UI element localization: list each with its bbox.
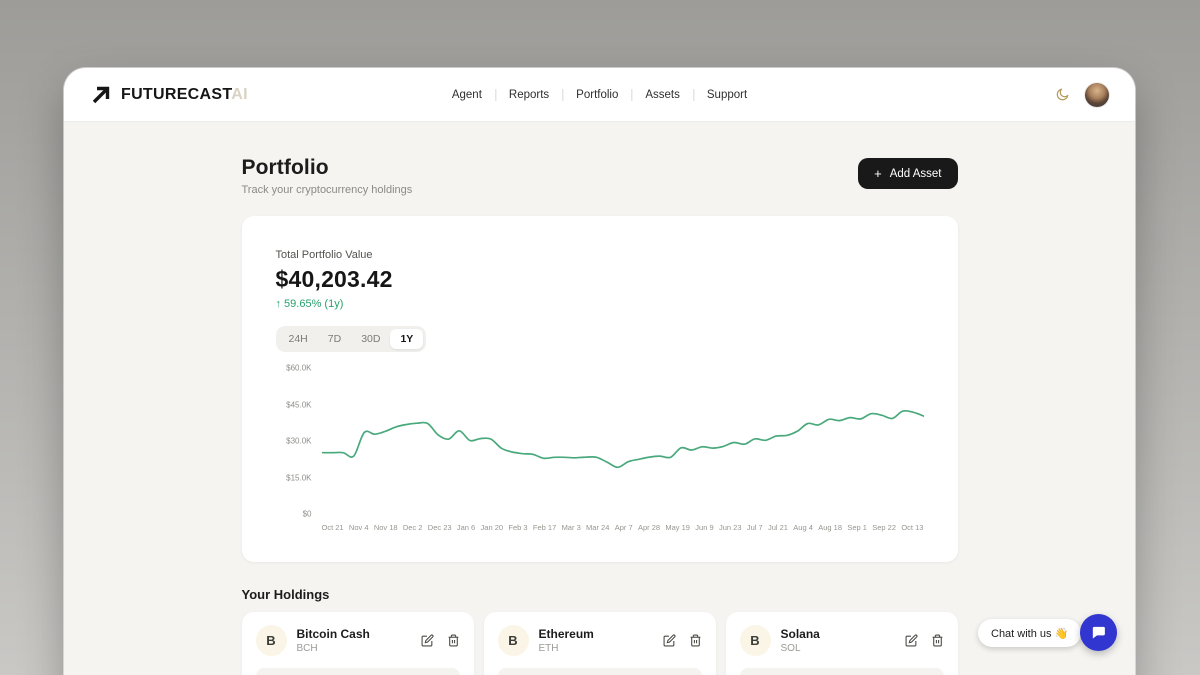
coin-symbol: BCH <box>296 643 318 654</box>
x-tick-label: Apr 28 <box>637 523 661 532</box>
nav-item-agent[interactable]: Agent <box>451 88 482 101</box>
ai-score-row: AI Score: -1 (Slightly Bearish) +4 <box>739 668 944 675</box>
edit-asset-button[interactable] <box>421 634 434 647</box>
x-tick-label: Sep 22 <box>872 523 897 532</box>
holding-card-bitcoin-cash: B Bitcoin Cash BCH AI Score: -1 (Slightl… <box>241 612 474 675</box>
x-tick-label: Nov 4 <box>348 523 369 532</box>
trash-icon <box>690 634 700 647</box>
total-portfolio-value-label: Total Portfolio Value <box>275 249 373 261</box>
x-tick-label: May 19 <box>665 523 690 532</box>
portfolio-line <box>321 409 924 469</box>
page-subtitle: Track your cryptocurrency holdings <box>241 184 413 196</box>
range-button-7d[interactable]: 7D <box>318 329 351 349</box>
x-tick-label: Nov 18 <box>373 523 398 532</box>
delete-asset-button[interactable] <box>447 634 460 647</box>
x-tick-label: Dec 23 <box>427 523 452 532</box>
plus-icon: + <box>874 166 882 181</box>
chat-launcher-button[interactable] <box>1080 614 1117 651</box>
x-tick-label: Jun 23 <box>718 523 742 532</box>
add-asset-button[interactable]: + Add Asset <box>858 158 958 189</box>
x-tick-label: Feb 3 <box>508 523 528 532</box>
ai-score-row: AI Score: -1 (Slightly Bearish) <box>255 668 460 675</box>
y-axis: $60.0K $45.0K $30.0K $15.0K $0 <box>276 364 322 519</box>
trash-icon <box>448 634 458 647</box>
x-tick-label: Apr 7 <box>614 523 633 532</box>
coin-title-block: Ethereum ETH <box>539 627 594 654</box>
y-tick-label: $60.0K <box>286 363 312 373</box>
dark-mode-toggle[interactable] <box>1053 86 1071 104</box>
add-asset-label: Add Asset <box>889 167 942 180</box>
x-tick-label: Jul 7 <box>746 523 763 532</box>
x-tick-label: Jan 6 <box>456 523 476 532</box>
x-tick-label: Jul 21 <box>767 523 788 532</box>
coin-name: Solana <box>780 627 820 641</box>
coin-name: Ethereum <box>538 627 594 641</box>
user-avatar[interactable] <box>1085 82 1109 107</box>
coin-name: Bitcoin Cash <box>296 627 370 641</box>
y-tick-label: $45.0K <box>286 400 312 409</box>
x-tick-label: Jan 20 <box>480 523 504 532</box>
holdings-card-list: B Bitcoin Cash BCH AI Score: -1 (Slightl… <box>241 612 958 675</box>
arrow-up-right-logo-icon <box>90 84 112 106</box>
x-tick-label: Oct 13 <box>901 523 924 532</box>
coin-symbol: SOL <box>780 643 801 654</box>
x-tick-label: Jun 9 <box>695 523 714 532</box>
topbar-right <box>1053 82 1109 107</box>
total-portfolio-value: $40,203.42 <box>275 266 393 292</box>
range-button-1y[interactable]: 1Y <box>390 329 424 349</box>
brand-name: FUTURECASTAI <box>121 85 248 103</box>
chart-plot-area[interactable] <box>321 368 924 514</box>
page-title: Portfolio <box>241 156 329 179</box>
nav-item-portfolio[interactable]: Portfolio <box>562 88 631 101</box>
range-button-24h[interactable]: 24H <box>279 329 318 349</box>
ai-score-row: AI Score: -4 (Slightly Bearish) +1 <box>497 668 702 675</box>
x-tick-label: Feb 17 <box>532 523 557 532</box>
edit-icon <box>421 634 434 647</box>
chat-with-us-pill[interactable]: Chat with us 👋 <box>978 619 1082 647</box>
coin-icon: B <box>739 625 771 656</box>
time-range-selector: 24H 7D 30D 1Y <box>275 326 427 352</box>
edit-icon <box>905 634 918 647</box>
trash-icon <box>932 634 942 647</box>
x-tick-label: Dec 2 <box>402 523 423 532</box>
coin-symbol: ETH <box>538 643 559 654</box>
y-tick-label: $0 <box>302 509 312 519</box>
x-tick-label: Oct 21 <box>321 523 344 532</box>
delete-asset-button[interactable] <box>931 634 944 647</box>
coin-title-block: Bitcoin Cash BCH <box>297 627 370 654</box>
edit-asset-button[interactable] <box>905 634 918 647</box>
chat-bubble-icon <box>1092 626 1105 639</box>
main-nav: Agent Reports Portfolio Assets Support <box>439 88 760 101</box>
nav-item-assets[interactable]: Assets <box>631 88 693 101</box>
page-heading-block: Portfolio Track your cryptocurrency hold… <box>242 156 413 196</box>
x-axis: Oct 21 Nov 4 Nov 18 Dec 2 Dec 23 Jan 6 Jan 20 F… <box>322 523 924 532</box>
nav-item-support[interactable]: Support <box>692 88 760 101</box>
x-tick-label: Aug 4 <box>793 523 813 532</box>
holding-card-solana: B Solana SOL AI Score: -1 (Slightly Bear… <box>725 612 958 675</box>
portfolio-value-card: Total Portfolio Value $40,203.42 ↑ 59.65… <box>241 216 958 562</box>
x-tick-label: Aug 18 <box>818 523 842 532</box>
top-navigation-bar: FUTURECASTAI Agent Reports Portfolio Ass… <box>64 68 1135 122</box>
coin-icon: B <box>497 625 529 656</box>
y-tick-label: $30.0K <box>286 436 312 446</box>
brand-suffix: AI <box>231 85 248 103</box>
coin-title-block: Solana SOL <box>781 627 820 654</box>
app-window: FUTURECASTAI Agent Reports Portfolio Ass… <box>64 68 1135 675</box>
y-tick-label: $15.0K <box>286 473 312 482</box>
brand-logo[interactable]: FUTURECASTAI <box>90 84 248 106</box>
range-button-30d[interactable]: 30D <box>351 329 390 349</box>
holdings-section-title: Your Holdings <box>241 587 330 602</box>
holding-card-ethereum: B Ethereum ETH AI Score: -4 (Slightly Be… <box>483 612 716 675</box>
edit-asset-button[interactable] <box>663 634 676 647</box>
portfolio-chart: $60.0K $45.0K $30.0K $15.0K $0 <box>276 364 924 519</box>
portfolio-change: ↑ 59.65% (1y) <box>275 298 344 310</box>
coin-icon: B <box>255 625 287 656</box>
x-tick-label: Mar 3 <box>561 523 581 532</box>
nav-item-reports[interactable]: Reports <box>494 88 562 101</box>
x-tick-label: Mar 24 <box>586 523 610 532</box>
edit-icon <box>663 634 676 647</box>
delete-asset-button[interactable] <box>689 634 702 647</box>
moon-icon <box>1056 88 1068 101</box>
x-tick-label: Sep 1 <box>847 523 867 532</box>
